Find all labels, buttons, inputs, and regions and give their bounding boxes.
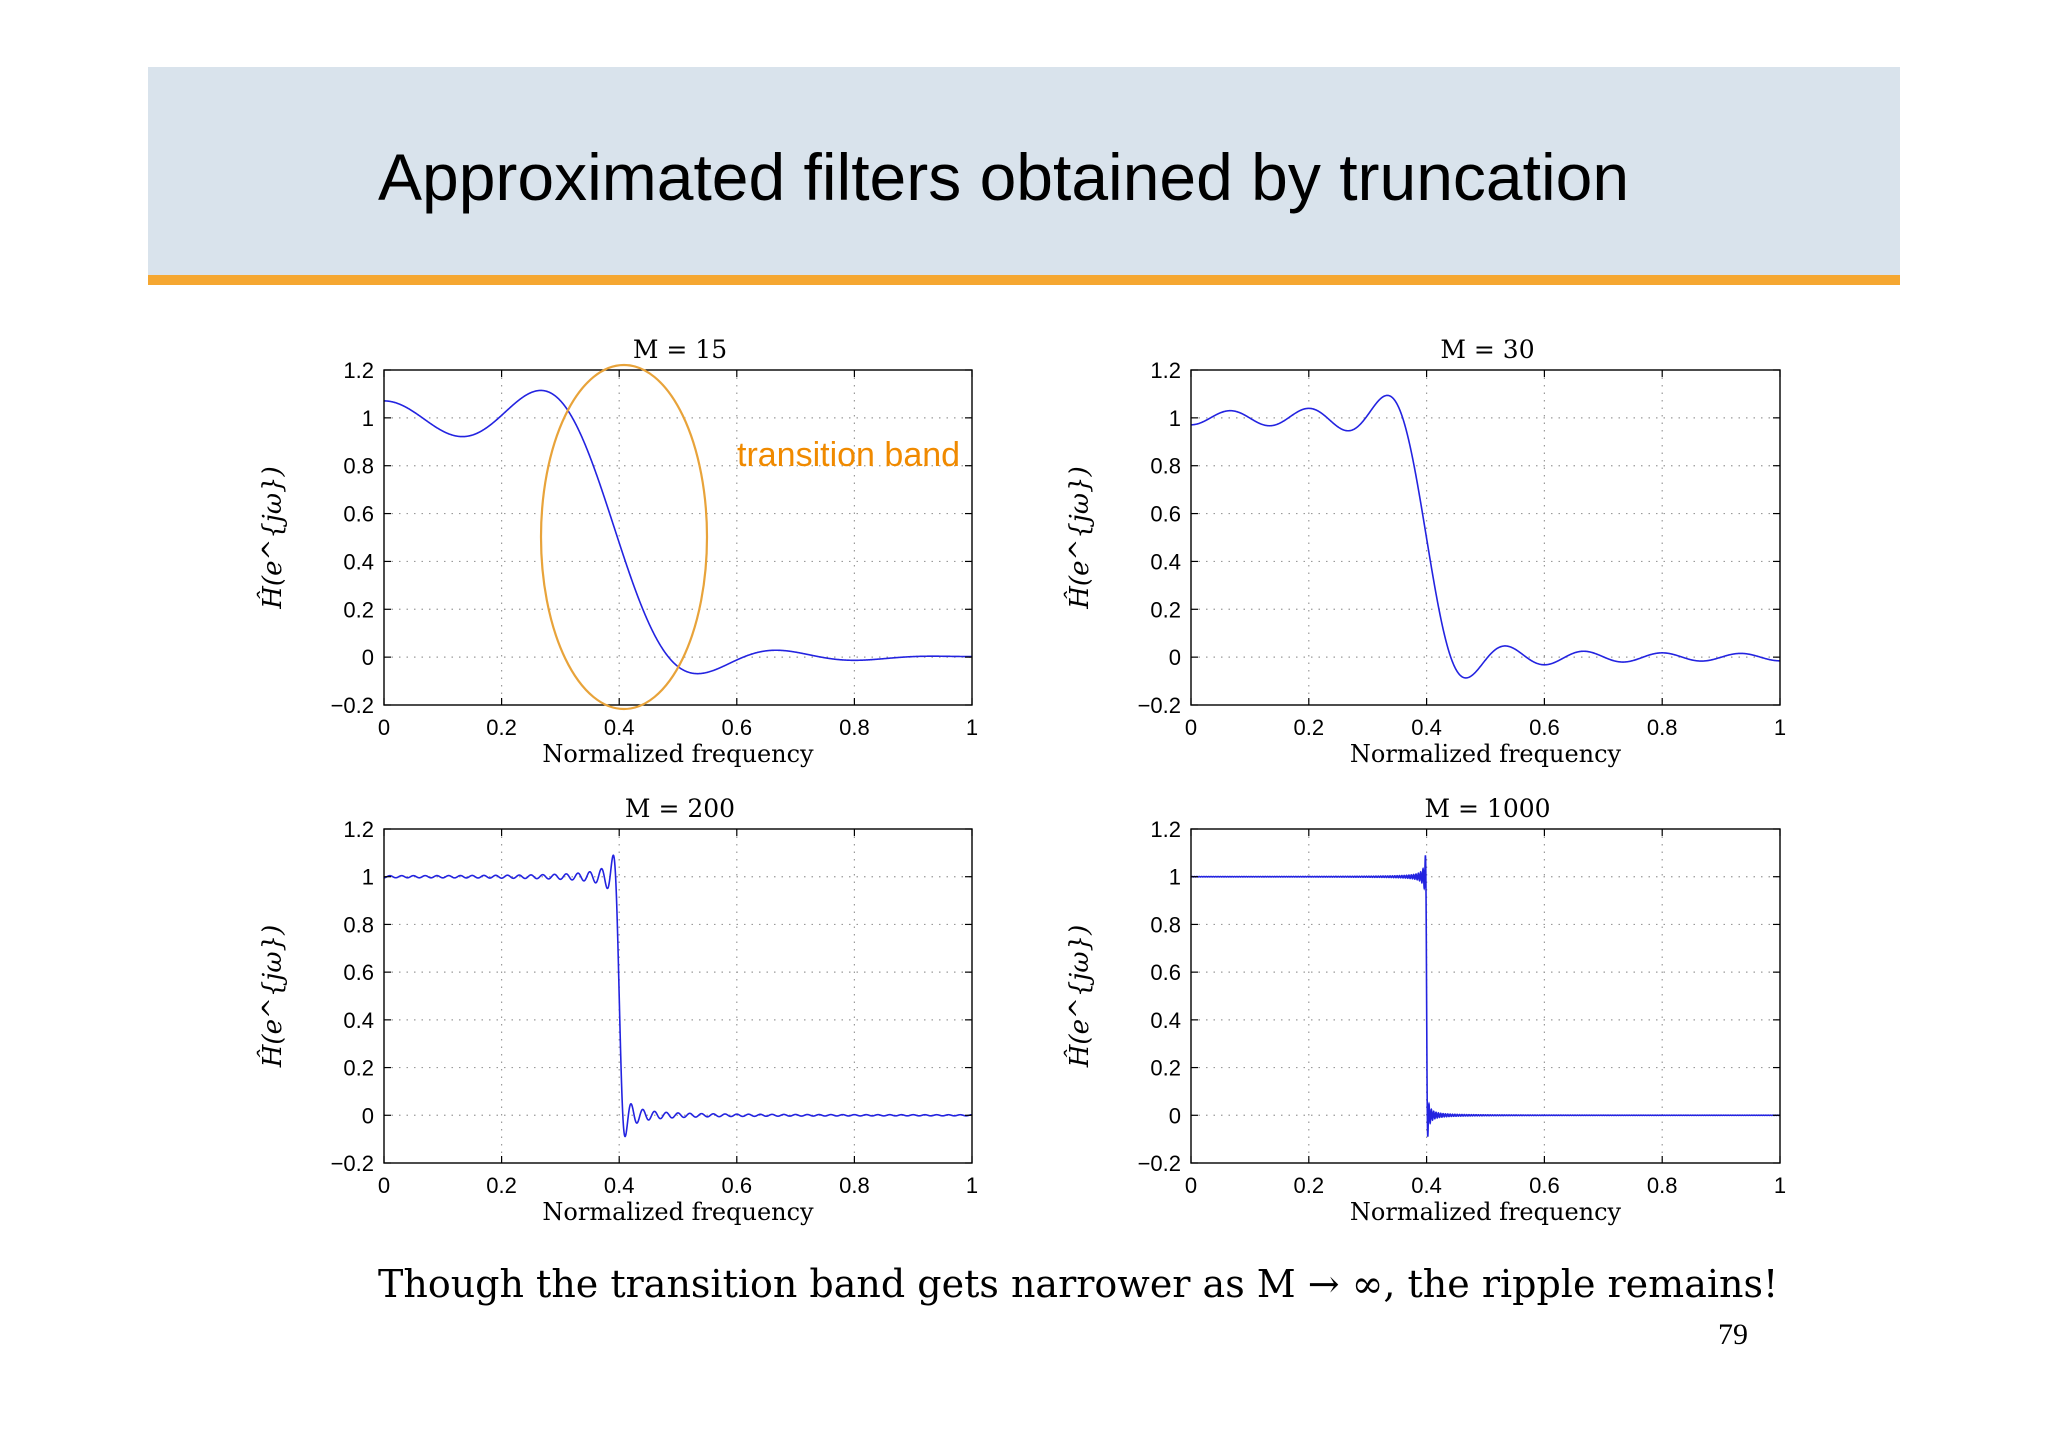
chart-2: 0 0.2 0.4 0.6 0.8 1−0.200.20.40.60.811.2M = 3… <box>1063 335 1786 768</box>
x-tick-label: 1 <box>966 1173 978 1198</box>
x-tick-label: 0.4 <box>604 715 635 740</box>
series-line <box>1190 855 1780 1137</box>
transition-band-label: transition band <box>737 436 960 474</box>
x-tick-label: 1 <box>1774 715 1786 740</box>
y-tick-label: 0.4 <box>1150 549 1181 574</box>
chart-1: 0 0.2 0.4 0.6 0.8 1−0.200.20.40.60.811.2M = 1… <box>256 335 978 768</box>
series-line <box>1191 394 1780 679</box>
slide-title: Approximated filters obtained by truncat… <box>378 140 1630 214</box>
y-tick-label: 0.6 <box>1150 960 1181 985</box>
y-tick-label: 0.2 <box>1150 1056 1181 1081</box>
x-tick-label: 0.6 <box>1529 715 1560 740</box>
x-tick-label: 0.2 <box>1294 1173 1325 1198</box>
chart-3: 0 0.2 0.4 0.6 0.8 1−0.200.20.40.60.811.2M = 2… <box>256 794 978 1226</box>
y-tick-label: 1.2 <box>1150 817 1181 842</box>
x-tick-label: 0.6 <box>722 715 753 740</box>
x-axis-label: Normalized frequency <box>542 1198 814 1226</box>
y-tick-label: −0.2 <box>331 1151 374 1176</box>
x-axis-label: Normalized frequency <box>542 740 814 768</box>
plot-frame <box>383 828 973 1164</box>
plot-frame <box>1190 828 1781 1164</box>
y-tick-label: −0.2 <box>331 693 374 718</box>
y-tick-label: 0.8 <box>1150 912 1181 937</box>
plot-frame <box>1190 369 1781 706</box>
plot-area <box>1191 829 1780 1163</box>
plot-area <box>384 370 972 705</box>
y-tick-label: 0.6 <box>1150 502 1181 527</box>
y-tick-label: 0.6 <box>343 960 374 985</box>
x-tick-label: 0.8 <box>1647 1173 1678 1198</box>
y-tick-label: 1 <box>1169 865 1181 890</box>
x-axis-label: Normalized frequency <box>1350 1198 1622 1226</box>
x-tick-label: 0.8 <box>1647 715 1678 740</box>
x-tick-label: 1 <box>1774 1173 1786 1198</box>
chart-title: M = 15 <box>633 335 727 364</box>
y-tick-label: 1 <box>362 865 374 890</box>
x-tick-label: 0 <box>378 1173 390 1198</box>
transition-band-ellipse <box>539 363 709 711</box>
x-tick-label: 0.8 <box>839 715 870 740</box>
plot-area <box>384 829 972 1163</box>
y-tick-label: 1 <box>1169 406 1181 431</box>
y-tick-label: 1 <box>362 406 374 431</box>
chart-title: M = 1000 <box>1424 794 1550 823</box>
y-tick-label: −0.2 <box>1138 1151 1181 1176</box>
y-tick-label: 0.4 <box>1150 1008 1181 1033</box>
y-tick-label: 1.2 <box>1150 358 1181 383</box>
plot-area <box>1191 370 1780 705</box>
x-tick-label: 0.4 <box>1411 715 1442 740</box>
x-tick-label: 0.6 <box>1529 1173 1560 1198</box>
y-tick-label: 1.2 <box>343 358 374 383</box>
x-tick-label: 0.2 <box>1294 715 1325 740</box>
x-tick-label: 0 <box>1185 1173 1197 1198</box>
y-axis-label: Ĥ(e^{jω}) <box>1063 466 1095 609</box>
x-tick-label: 1 <box>966 715 978 740</box>
y-axis-label: Ĥ(e^{jω}) <box>1063 925 1095 1068</box>
y-tick-label: 0.8 <box>1150 454 1181 479</box>
chart-title: M = 30 <box>1440 335 1534 364</box>
y-tick-label: 0.8 <box>343 454 374 479</box>
y-tick-label: 0.8 <box>343 912 374 937</box>
page-number: 79 <box>1718 1318 1748 1351</box>
y-tick-label: 0.2 <box>343 597 374 622</box>
y-tick-label: 0 <box>362 1103 374 1128</box>
y-axis-label: Ĥ(e^{jω}) <box>256 925 288 1068</box>
x-tick-label: 0 <box>1185 715 1197 740</box>
y-tick-label: 0.4 <box>343 1008 374 1033</box>
plot-frame <box>383 369 973 706</box>
y-tick-label: 0.2 <box>1150 597 1181 622</box>
y-tick-label: 1.2 <box>343 817 374 842</box>
header-accent-bar <box>148 275 1900 285</box>
series-line <box>384 854 973 1138</box>
x-tick-label: 0.6 <box>722 1173 753 1198</box>
slide-caption: Though the transition band gets narrower… <box>378 1262 1779 1306</box>
x-tick-label: 0.8 <box>839 1173 870 1198</box>
x-tick-label: 0.4 <box>604 1173 635 1198</box>
y-tick-label: 0 <box>362 645 374 670</box>
x-tick-label: 0.2 <box>486 1173 517 1198</box>
y-tick-label: 0 <box>1169 645 1181 670</box>
y-tick-label: −0.2 <box>1138 693 1181 718</box>
y-tick-label: 0.4 <box>343 549 374 574</box>
slide-header <box>148 67 1900 275</box>
chart-4: 0 0.2 0.4 0.6 0.8 1−0.200.20.40.60.811.2M = 1… <box>1063 794 1786 1226</box>
x-tick-label: 0.4 <box>1411 1173 1442 1198</box>
y-tick-label: 0.6 <box>343 502 374 527</box>
transition-band-annotation: transition band <box>539 363 960 711</box>
y-tick-label: 0.2 <box>343 1056 374 1081</box>
chart-title: M = 200 <box>625 794 735 823</box>
y-axis-label: Ĥ(e^{jω}) <box>256 466 288 609</box>
x-tick-label: 0.2 <box>486 715 517 740</box>
x-axis-label: Normalized frequency <box>1350 740 1622 768</box>
x-tick-label: 0 <box>378 715 390 740</box>
y-tick-label: 0 <box>1169 1103 1181 1128</box>
